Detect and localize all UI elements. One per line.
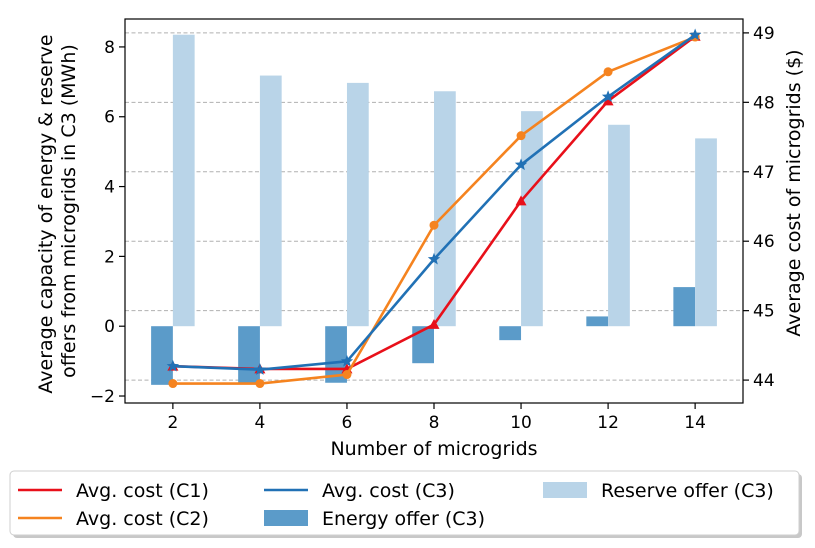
legend-swatch [543,482,587,498]
bar [434,91,456,327]
bar [673,287,696,327]
legend-swatch [264,510,308,526]
legend-item: Avg. cost (C1) [18,480,209,502]
x-tick-label: 6 [342,413,353,433]
right-y-tick-label: 46 [753,232,775,252]
legend-box [9,470,800,536]
bar [608,124,630,327]
legend-label: Avg. cost (C2) [76,508,209,530]
legend: Avg. cost (C1) Avg. cost (C2) Avg. cost (C… [9,470,802,538]
bar-layer [151,34,717,385]
data-point [688,28,702,41]
left-y-tick-label: 2 [104,247,115,267]
x-tick-label: 12 [597,413,619,433]
data-point [342,370,352,380]
data-point [168,379,178,389]
legend-label: Avg. cost (C1) [76,480,209,502]
left-y-tick-label: 4 [104,178,115,198]
legend-items: Avg. cost (C1) Avg. cost (C2) Avg. cost (C… [18,480,774,530]
left-y-tick-label: 8 [104,38,115,58]
bar [521,111,543,327]
data-point [515,195,527,206]
right-y-tick-label: 47 [753,163,775,183]
left-y-tick-label: 0 [104,317,115,337]
data-point [340,354,354,367]
legend-item: Reserve offer (C3) [543,480,774,502]
data-point [428,319,440,329]
bar [412,326,434,364]
legend-label: Avg. cost (C3) [322,480,455,502]
x-tick-label: 4 [255,413,266,433]
left-y-tick-label: −2 [90,387,115,407]
right-y-tick-label: 49 [753,24,775,44]
line-layer [166,28,702,389]
bar [151,326,173,385]
data-point [602,95,614,106]
bar [499,326,522,341]
data-point [255,379,265,389]
legend-label: Energy offer (C3) [322,508,485,530]
legend-item: Avg. cost (C3) [264,480,455,502]
legend-item: Avg. cost (C2) [18,508,209,530]
x-tick-label: 8 [429,413,440,433]
left-axis-label-line-2: offers from microgrids in C3 (MWh) [58,44,80,378]
x-tick-label: 2 [167,413,178,433]
bar [346,82,369,327]
bar [172,34,195,327]
bar [586,316,609,327]
bar [259,75,282,327]
right-axis-label: Average cost of microgrids ($) [783,49,805,336]
bar [695,138,717,327]
x-tick-label: 14 [684,413,706,433]
right-y-tick-label: 45 [753,302,775,322]
left-y-tick-label: 6 [104,108,115,128]
data-point [429,220,439,230]
x-tick-label: 10 [510,413,532,433]
left-axis-label: Average capacity of energy & reserve off… [35,28,80,393]
data-point [427,252,441,265]
right-y-tick-label: 48 [753,93,775,113]
data-point [514,158,528,171]
data-point [603,67,613,77]
left-axis-label-line-1: Average capacity of energy & reserve [35,34,57,393]
legend-item: Energy offer (C3) [264,508,485,530]
x-axis-label: Number of microgrids [330,438,537,460]
data-point [253,363,267,375]
data-point [601,90,615,103]
legend-label: Reserve offer (C3) [601,480,774,502]
data-point [166,359,180,372]
data-point [516,131,526,141]
right-y-tick-label: 44 [753,371,775,391]
